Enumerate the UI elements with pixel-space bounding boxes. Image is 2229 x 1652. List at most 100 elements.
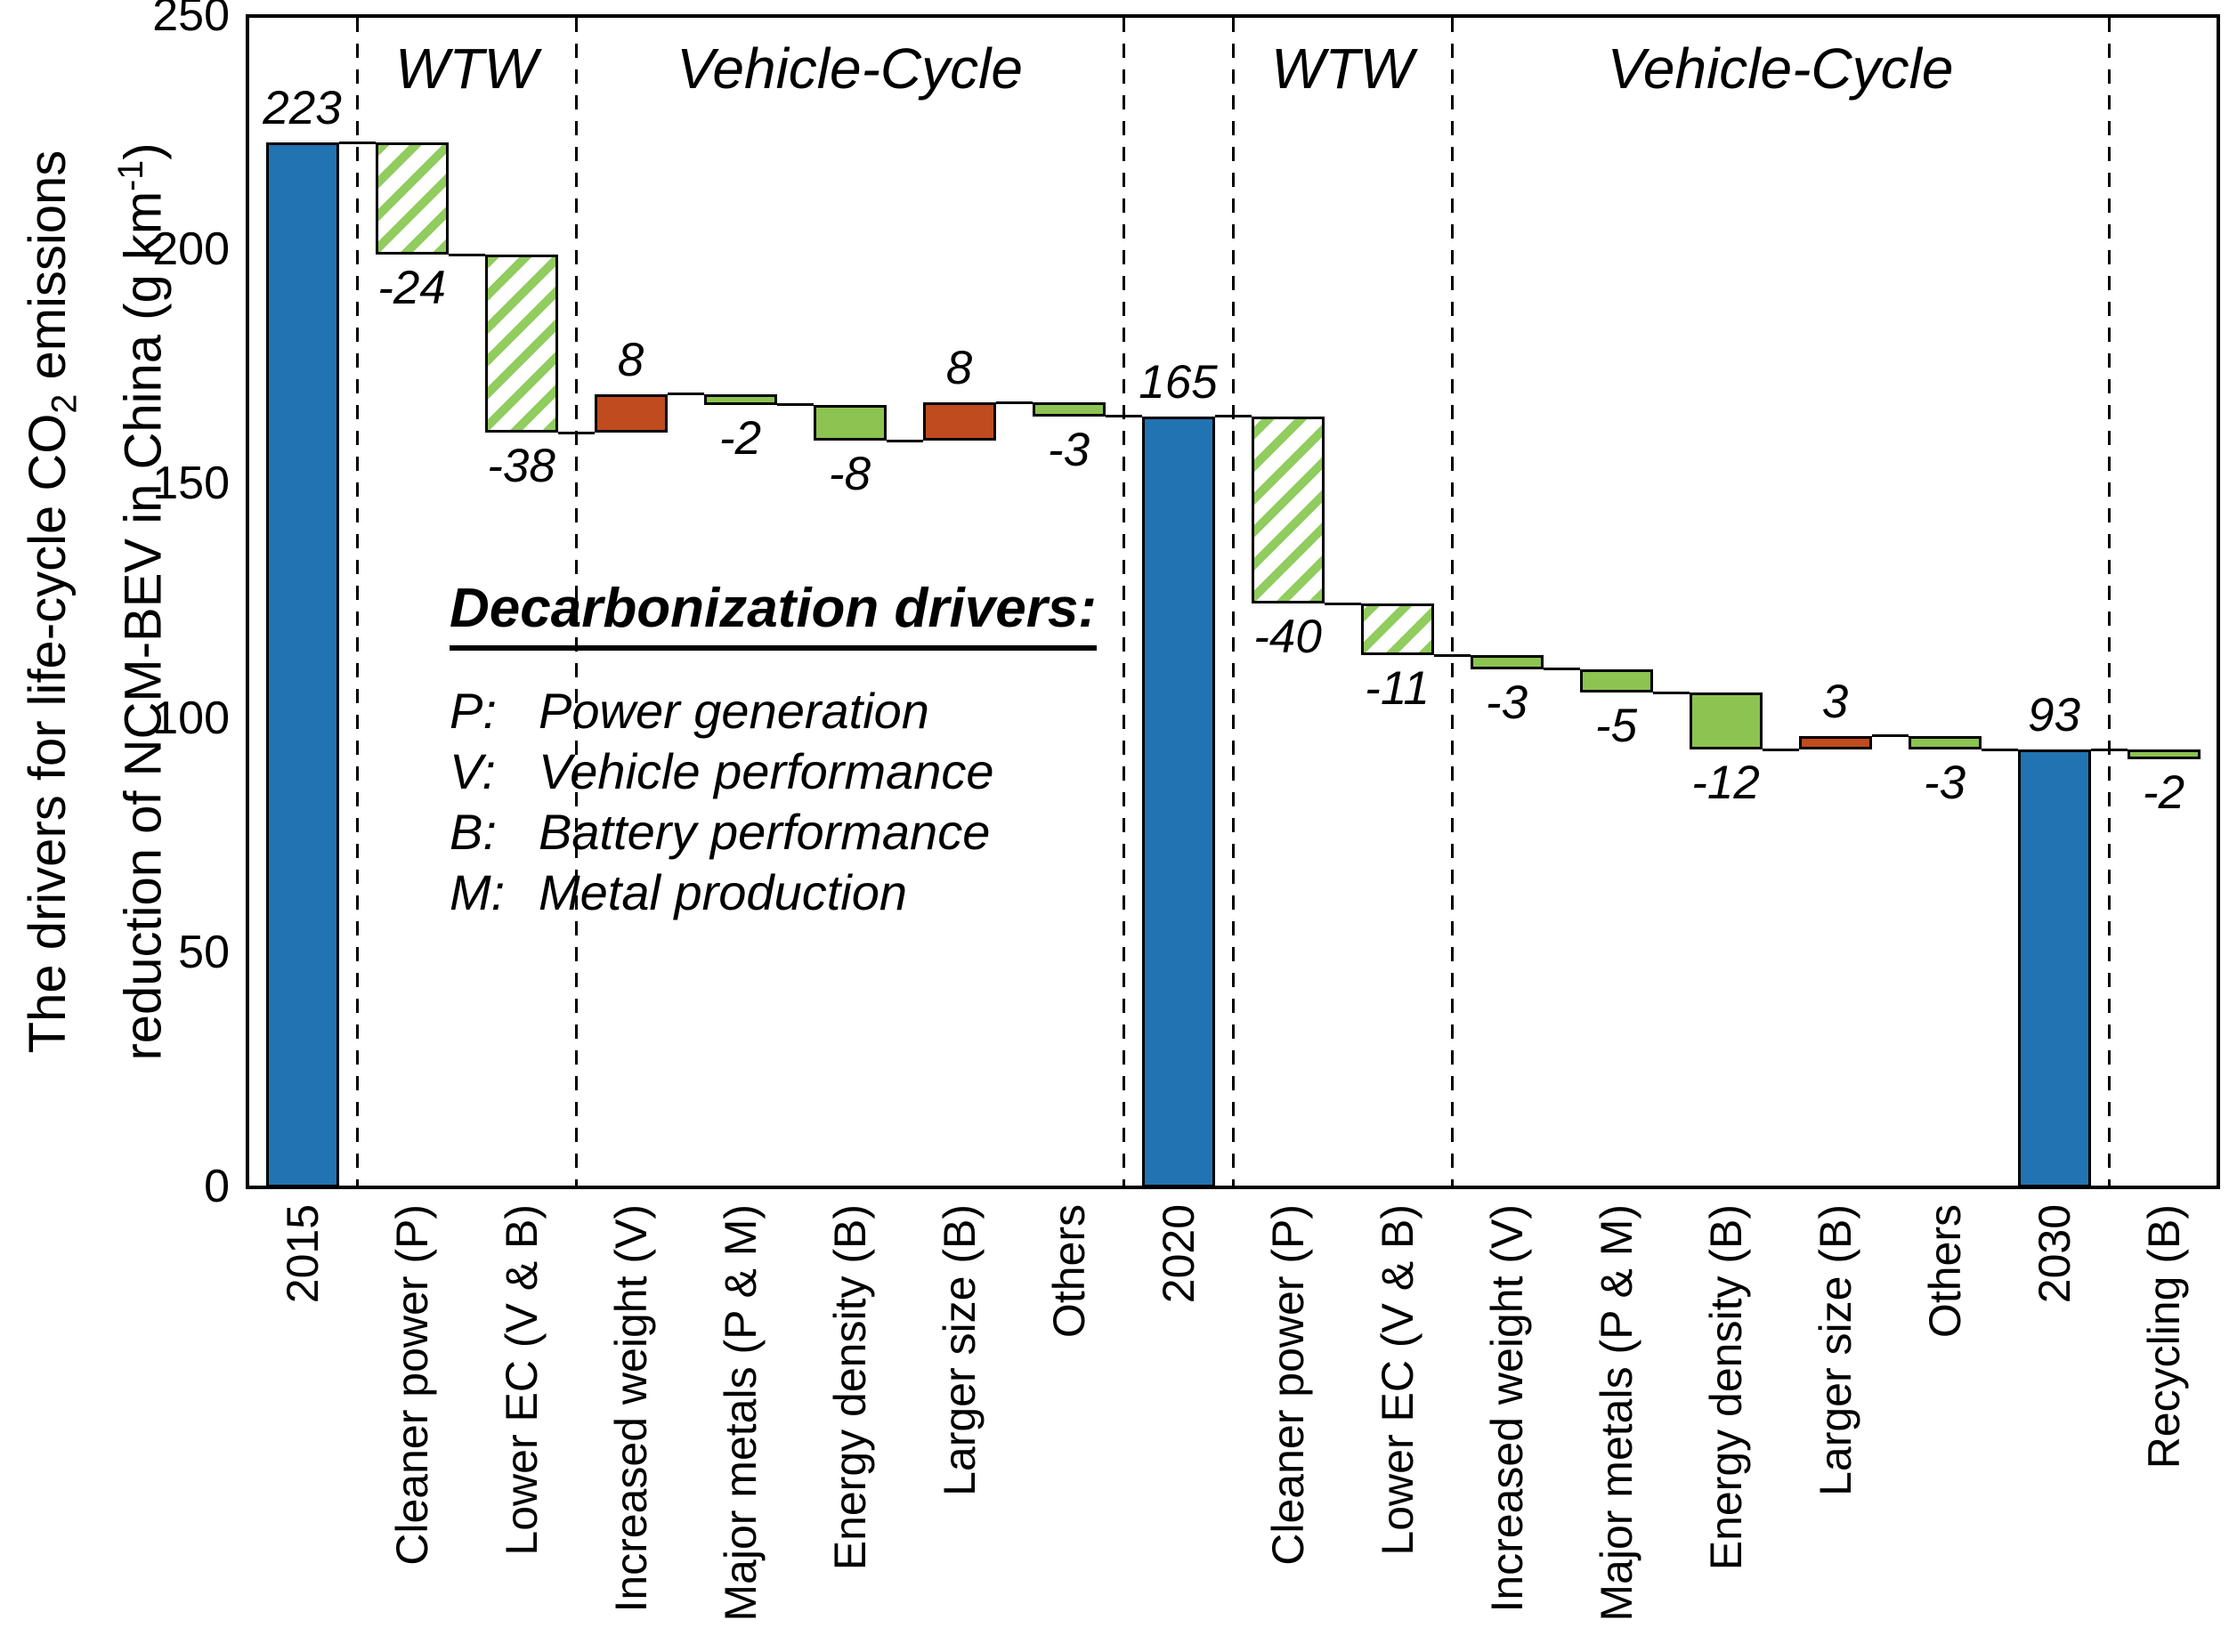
y-axis-tick-label-200: 200 <box>152 223 230 276</box>
legend-key: B: <box>450 804 497 860</box>
bar-major-metals-p-m <box>1579 668 1653 693</box>
bar-value-label-cleaner-power-p: -40 <box>1253 611 1322 664</box>
bar-energy-density-b <box>1689 692 1763 750</box>
bar-value-label-major-metals-p-m: -5 <box>1594 700 1638 753</box>
x-axis-label-increased-weight-v: Increased weight (V) <box>605 1204 656 1613</box>
bar-energy-density-b <box>813 404 887 441</box>
x-axis-label-energy-density-b: Energy density (B) <box>1700 1204 1751 1571</box>
region-separator-line <box>1450 18 1454 1187</box>
x-axis-label-increased-weight-v: Increased weight (V) <box>1481 1204 1532 1613</box>
bar-2030 <box>2017 749 2091 1187</box>
y-axis-title-line2: reduction of NCM-BEV in China (g km-1) <box>110 142 172 1061</box>
x-axis-label-cleaner-power-p: Cleaner power (P) <box>386 1204 437 1566</box>
legend-key: M: <box>450 864 506 920</box>
legend-key: P: <box>450 683 497 739</box>
waterfall-connector <box>1105 415 1142 418</box>
bar-value-label-increased-weight-v: -3 <box>1485 676 1528 729</box>
bar-value-label-2015: 223 <box>263 82 342 135</box>
x-axis-label-recycling-b: Recycling (B) <box>2138 1204 2189 1470</box>
bar-value-label-others: -3 <box>1047 423 1090 476</box>
region-label-vehicle-cycle: Vehicle-Cycle <box>1607 36 1954 101</box>
decarbonization-drivers-legend: Decarbonization drivers: P: Power genera… <box>450 577 1097 923</box>
x-axis-label-lower-ec-v-b: Lower EC (V & B) <box>1372 1204 1423 1556</box>
bar-value-label-2020: 165 <box>1139 355 1218 409</box>
region-separator-line <box>355 18 359 1187</box>
y-axis-tick-label-50: 50 <box>178 926 230 978</box>
waterfall-connector <box>1543 668 1580 671</box>
waterfall-connector <box>1433 653 1471 657</box>
waterfall-connector <box>776 403 814 407</box>
x-axis-label-larger-size-b: Larger size (B) <box>934 1204 985 1496</box>
legend-item-power-generation: P: Power generation <box>450 681 1097 741</box>
region-separator-line <box>1122 18 1125 1187</box>
y-axis-title: The drivers for life-cycle CO2 emissions… <box>15 5 172 1198</box>
waterfall-connector <box>886 439 923 442</box>
waterfall-connector <box>2090 748 2128 751</box>
bar-value-label-others: -3 <box>1923 757 1966 810</box>
bar-larger-size-b <box>1798 735 1872 750</box>
waterfall-connector <box>1871 734 1909 738</box>
x-axis-label-others: Others <box>1919 1204 1970 1339</box>
bar-cleaner-power-p <box>1251 416 1325 604</box>
region-label-vehicle-cycle: Vehicle-Cycle <box>677 36 1023 101</box>
waterfall-connector <box>557 431 595 434</box>
legend-item-vehicle-performance: V: Vehicle performance <box>450 741 1097 802</box>
bar-lower-ec-v-b <box>484 255 558 433</box>
bar-lower-ec-v-b <box>1360 603 1434 655</box>
per-km-superscript: -1 <box>110 159 150 191</box>
bar-value-label-major-metals-p-m: -2 <box>718 411 762 465</box>
bar-value-label-larger-size-b: 8 <box>945 342 973 395</box>
x-axis-label-major-metals-p-m: Major metals (P & M) <box>1591 1204 1641 1622</box>
x-axis-label-others: Others <box>1043 1204 1094 1339</box>
region-separator-line <box>1231 18 1235 1187</box>
bar-value-label-recycling-b: -2 <box>2142 765 2185 819</box>
bar-value-label-lower-ec-v-b: -11 <box>1365 662 1430 715</box>
legend-item-metal-production: M: Metal production <box>450 862 1097 923</box>
bar-others <box>1908 735 1982 750</box>
waterfall-connector <box>1324 602 1361 605</box>
region-label-wtw: WTW <box>1271 36 1414 101</box>
waterfall-connector <box>995 401 1033 404</box>
y-axis-tick-label-0: 0 <box>204 1161 230 1212</box>
legend-text: Battery performance <box>539 804 991 860</box>
legend-text: Metal production <box>539 864 908 920</box>
y-axis-title-line1: The drivers for life-cycle CO2 emissions <box>19 150 85 1054</box>
legend-text: Power generation <box>539 683 929 739</box>
waterfall-connector <box>667 393 704 396</box>
x-axis-label-cleaner-power-p: Cleaner power (P) <box>1262 1204 1313 1566</box>
x-axis-label-2020: 2020 <box>1153 1204 1204 1304</box>
x-axis-label-lower-ec-v-b: Lower EC (V & B) <box>496 1204 547 1556</box>
bar-increased-weight-v <box>1470 655 1544 669</box>
waterfall-connector <box>1652 691 1690 694</box>
bar-value-label-lower-ec-v-b: -38 <box>487 440 555 493</box>
x-axis-label-larger-size-b: Larger size (B) <box>1810 1204 1860 1496</box>
region-separator-line <box>2107 18 2111 1187</box>
y-axis-tick-label-100: 100 <box>152 692 230 744</box>
legend-item-battery-performance: B: Battery performance <box>450 802 1097 862</box>
x-axis-label-2015: 2015 <box>277 1204 328 1304</box>
bar-value-label-increased-weight-v: 8 <box>617 333 644 386</box>
x-axis-label-major-metals-p-m: Major metals (P & M) <box>715 1204 766 1622</box>
region-label-wtw: WTW <box>395 36 538 101</box>
bar-value-label-cleaner-power-p: -24 <box>377 262 446 315</box>
x-axis-label-energy-density-b: Energy density (B) <box>824 1204 875 1571</box>
waterfall-connector <box>1762 748 1799 751</box>
y-axis-tick-label-150: 150 <box>152 458 230 510</box>
waterfall-connector <box>1981 748 2018 751</box>
bar-major-metals-p-m <box>703 393 777 405</box>
x-axis-label-2030: 2030 <box>2029 1204 2079 1304</box>
waterfall-connector <box>1214 415 1252 418</box>
bar-2020 <box>1141 416 1215 1187</box>
bar-recycling-b <box>2127 749 2201 759</box>
bar-2015 <box>265 142 339 1187</box>
bar-others <box>1032 402 1106 417</box>
region-separator-line <box>574 18 578 1187</box>
bar-value-label-2030: 93 <box>2028 689 2080 742</box>
y-axis-tick-label-250: 250 <box>152 0 230 41</box>
bar-cleaner-power-p <box>375 142 449 255</box>
co2-subscript: 2 <box>45 393 85 414</box>
legend-items: P: Power generation V: Vehicle performan… <box>450 681 1097 923</box>
legend-text: Vehicle performance <box>539 743 994 799</box>
bar-value-label-energy-density-b: -12 <box>1691 757 1760 810</box>
